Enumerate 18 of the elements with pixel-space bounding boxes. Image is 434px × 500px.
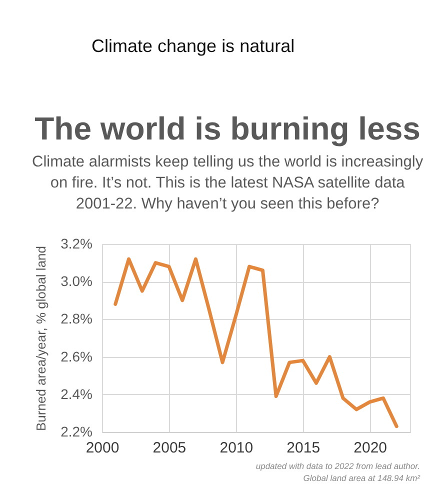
y-tick-label: 2.8% xyxy=(60,310,92,327)
x-tick-label: 2000 xyxy=(86,440,120,456)
line-series xyxy=(114,257,398,428)
x-tick-label: 2005 xyxy=(152,440,186,456)
y-axis-title: Burned area/year, % global land xyxy=(34,246,49,432)
text: Climate change is natural xyxy=(91,36,295,56)
text: updated with data to 2022 from lead author. xyxy=(256,461,420,471)
y-tick-label: 3.2% xyxy=(60,236,92,252)
x-tick-label: 2015 xyxy=(286,440,320,456)
y-tick-label: 2.6% xyxy=(60,348,92,364)
y-tick-label: 3.0% xyxy=(60,273,92,290)
y-tick-label: 2.2% xyxy=(60,424,92,440)
y-tick-label: 2.4% xyxy=(60,386,92,402)
chart-title: The world is burning less xyxy=(34,110,420,146)
x-tick-label: 2020 xyxy=(354,440,388,456)
text: Global land area at 148.94 km² xyxy=(303,473,422,483)
x-tick-label: 2010 xyxy=(220,440,254,456)
chart-subtitle: Climate alarmists keep telling us the world is increasingly on fire. It’s not. This is the latest NASA satellite data 2001-22. Why haven’t you seen this before? xyxy=(32,154,424,212)
